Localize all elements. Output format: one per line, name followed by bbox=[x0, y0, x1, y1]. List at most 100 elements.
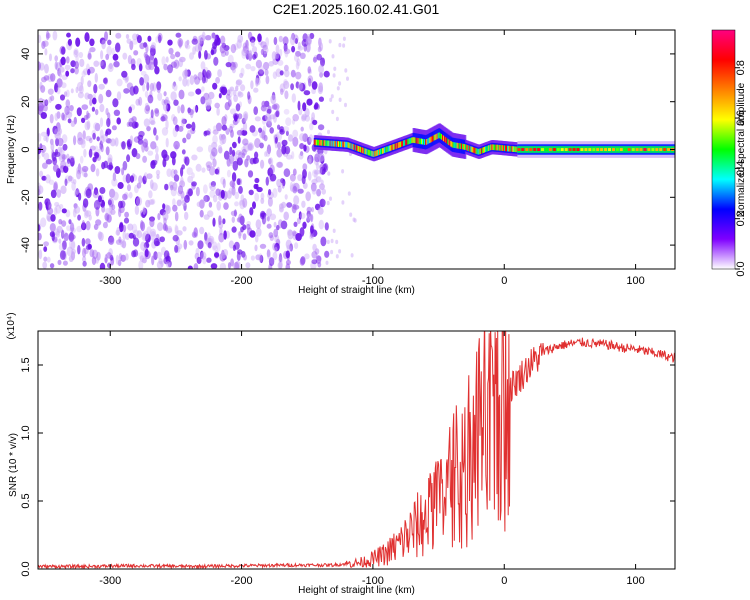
spectrogram-noise-cell bbox=[314, 171, 318, 181]
spectrogram-noise-cell bbox=[149, 228, 157, 237]
spectrogram-noise-cell bbox=[299, 257, 305, 266]
spectrogram-noise-cell bbox=[349, 212, 353, 217]
spectrogram-noise-cell bbox=[228, 96, 232, 104]
spectrogram-noise-cell bbox=[238, 151, 243, 162]
spectrogram-noise-cell bbox=[195, 247, 200, 255]
spectrogram-noise-cell bbox=[165, 56, 169, 63]
spectrogram-noise-cell bbox=[254, 234, 259, 243]
spectrogram-noise-cell bbox=[84, 121, 90, 131]
spectrogram-noise-cell bbox=[319, 198, 326, 208]
spectrogram-noise-cell bbox=[292, 129, 299, 138]
spectrogram-noise-cell bbox=[257, 33, 262, 43]
spectrogram-noise-cell bbox=[42, 261, 48, 269]
spectrogram-noise-cell bbox=[46, 256, 51, 263]
spectrogram-noise-cell bbox=[89, 249, 95, 258]
spectrogram-noise-cell bbox=[67, 118, 72, 124]
spectrogram-noise-cell bbox=[139, 77, 145, 86]
spectrogram-noise-cell bbox=[234, 241, 240, 250]
spectrogram-noise-cell bbox=[166, 261, 171, 268]
spectrogram-noise-cell bbox=[197, 240, 204, 250]
spectrogram-noise-cell bbox=[140, 221, 146, 232]
spectrogram-noise-cell bbox=[55, 204, 62, 214]
spectrogram-noise-cell bbox=[280, 220, 288, 230]
spectrogram-tone-ridge bbox=[627, 148, 631, 151]
spectrogram-noise-cell bbox=[289, 35, 296, 46]
spectrogram-noise-cell bbox=[241, 152, 245, 159]
spectrogram-noise-cell bbox=[332, 73, 336, 78]
spectrogram-noise-cell bbox=[266, 249, 271, 260]
spectrogram-tone-ridge bbox=[517, 148, 521, 151]
spectrogram-tone-ridge bbox=[529, 148, 533, 151]
spectrogram-noise-cell bbox=[43, 256, 48, 262]
spectrogram-noise-cell bbox=[165, 96, 170, 105]
spectrogram-noise-cell bbox=[294, 242, 299, 250]
spectrogram-noise-cell bbox=[255, 254, 261, 261]
spectrogram-noise-cell bbox=[181, 149, 186, 155]
spectrogram-noise-cell bbox=[38, 249, 43, 260]
spectrogram-noise-cell bbox=[330, 249, 334, 255]
spectrogram-noise-cell bbox=[212, 158, 217, 168]
spectrogram-noise-cell bbox=[260, 41, 267, 49]
spectrogram-noise-cell bbox=[73, 48, 79, 58]
spectrogram-noise-cell bbox=[135, 196, 143, 206]
spectrogram-noise-cell bbox=[58, 66, 65, 73]
spectrogram-noise-cell bbox=[138, 63, 143, 72]
spectrogram-noise-cell bbox=[203, 195, 210, 202]
spectrogram-noise-cell bbox=[229, 180, 235, 188]
spectrogram-noise-cell bbox=[75, 188, 80, 195]
spectrogram-noise-cell bbox=[341, 169, 345, 174]
spectrogram-noise-cell bbox=[302, 133, 309, 143]
spectrogram-noise-cell bbox=[187, 265, 193, 269]
spectrogram-noise-cell bbox=[266, 249, 271, 258]
spectrogram-noise-cell bbox=[231, 172, 237, 182]
spectrogram-noise-cell bbox=[94, 152, 100, 159]
spectrogram-noise-cell bbox=[88, 51, 92, 59]
spectrogram-noise-cell bbox=[114, 166, 121, 174]
spectrogram-noise-cell bbox=[186, 167, 193, 176]
spectrogram-noise-cell bbox=[131, 116, 137, 123]
spectrogram-noise-cell bbox=[75, 37, 81, 47]
spectrogram-noise-cell bbox=[134, 205, 140, 215]
spectrogram-noise-cell bbox=[164, 224, 168, 232]
spectrogram-tone-ridge bbox=[659, 148, 663, 151]
spectrogram-tone-ridge bbox=[600, 148, 604, 151]
spectrogram-noise-cell bbox=[202, 256, 207, 265]
spectrogram-noise-cell bbox=[243, 45, 249, 54]
spectrogram-noise-cell bbox=[310, 213, 314, 223]
spectrogram-noise-cell bbox=[235, 103, 241, 112]
spectrogram-noise-cell bbox=[106, 164, 114, 170]
spectrogram-noise-cell bbox=[180, 176, 184, 186]
spectrogram-noise-cell bbox=[297, 41, 301, 50]
spectrogram-noise-cell bbox=[46, 215, 51, 221]
spectrogram-noise-cell bbox=[211, 32, 216, 39]
spectrogram-tone-ridge bbox=[556, 148, 560, 151]
spectrogram-tone-ridge bbox=[568, 148, 572, 151]
spectrogram-noise-cell bbox=[192, 46, 197, 55]
spectrogram-noise-cell bbox=[293, 221, 298, 227]
spectrogram-noise-cell bbox=[266, 120, 272, 128]
spectrogram-noise-cell bbox=[184, 194, 190, 203]
spectrogram-noise-cell bbox=[77, 137, 84, 145]
spectrogram-noise-cell bbox=[319, 42, 324, 52]
spectrogram-noise-cell bbox=[273, 221, 277, 228]
spectrogram-noise-cell bbox=[87, 80, 92, 88]
spectrogram-noise-cell bbox=[162, 211, 169, 221]
spectrogram-noise-cell bbox=[107, 39, 112, 46]
spectrogram-noise-cell bbox=[328, 39, 332, 44]
spectrogram-noise-cell bbox=[165, 119, 169, 130]
spectrogram-noise-cell bbox=[91, 256, 97, 265]
spectrogram-noise-cell bbox=[173, 99, 179, 106]
spectrogram-noise-cell bbox=[262, 125, 267, 135]
spectrogram-noise-cell bbox=[291, 119, 296, 125]
spectrogram-noise-cell bbox=[149, 217, 155, 228]
spectrogram-noise-cell bbox=[52, 30, 58, 41]
spectrogram-noise-cell bbox=[268, 232, 274, 239]
spectrogram-noise-cell bbox=[64, 105, 70, 116]
spectrogram-noise-cell bbox=[151, 255, 155, 266]
spectrogram-noise-cell bbox=[242, 198, 248, 208]
spectrogram-noise-cell bbox=[242, 224, 247, 231]
spectrogram-noise-cell bbox=[268, 257, 275, 267]
spectrogram-noise-cell bbox=[311, 259, 318, 265]
spectrogram-noise-cell bbox=[241, 129, 248, 136]
spectrogram-noise-cell bbox=[302, 102, 307, 112]
